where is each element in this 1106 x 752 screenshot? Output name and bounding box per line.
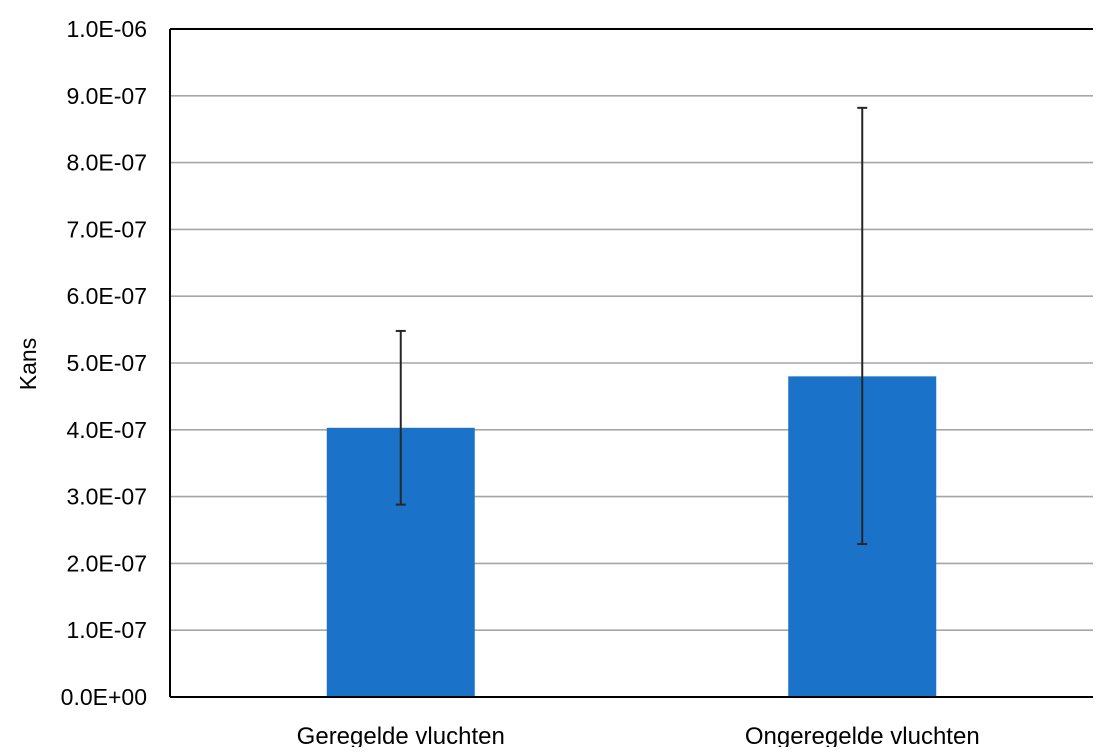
x-category-label: Ongeregelde vluchten [745,723,980,747]
y-tick-label: 9.0E-07 [66,83,147,109]
y-tick-label: 1.0E-06 [66,16,147,42]
y-tick-label: 2.0E-07 [66,550,147,576]
x-category-label: Geregelde vluchten [297,723,505,747]
y-tick-label: 4.0E-07 [66,417,147,443]
y-tick-label: 8.0E-07 [66,150,147,176]
y-tick-label: 7.0E-07 [66,216,147,242]
error-bars [395,106,868,546]
y-tick-label: 1.0E-07 [66,617,147,643]
bars [326,376,937,697]
gridlines [170,95,1093,632]
y-tick-labels: 0.0E+00 1.0E-07 2.0E-07 3.0E-07 4.0E-07 5.0E-… [61,16,147,710]
y-tick-label: 5.0E-07 [66,350,147,376]
y-tick-label: 3.0E-07 [66,484,147,510]
y-tick-label: 0.0E+00 [61,684,147,710]
y-tick-label: 6.0E-07 [66,283,147,309]
y-axis-title: Kans [15,338,41,390]
x-category-labels: Geregelde vluchten Ongeregelde vluchten [297,723,980,750]
plot-frame [169,28,1093,698]
